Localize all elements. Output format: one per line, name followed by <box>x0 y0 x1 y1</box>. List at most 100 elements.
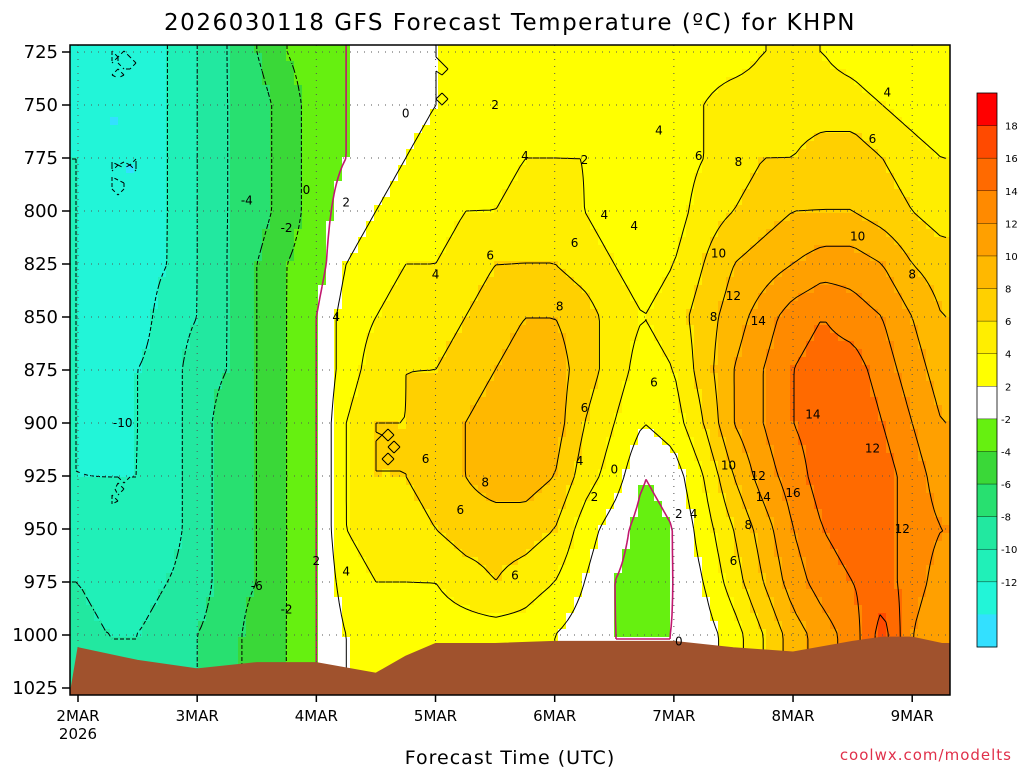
field-cell <box>158 53 167 62</box>
field-cell <box>510 213 519 222</box>
field-cell <box>822 93 831 102</box>
field-cell <box>174 253 183 262</box>
field-cell <box>598 397 607 406</box>
field-cell <box>566 341 575 350</box>
field-cell <box>366 341 375 350</box>
field-cell <box>838 317 847 326</box>
field-cell <box>878 317 887 326</box>
field-cell <box>206 85 215 94</box>
field-cell <box>902 165 911 174</box>
field-cell <box>694 53 703 62</box>
field-cell <box>438 285 447 294</box>
field-cell <box>870 341 879 350</box>
field-cell <box>462 381 471 390</box>
field-cell <box>430 93 439 102</box>
field-cell <box>310 349 319 358</box>
field-cell <box>310 373 319 382</box>
field-cell <box>598 213 607 222</box>
field-cell <box>782 245 791 254</box>
field-cell <box>142 293 151 302</box>
field-cell <box>326 61 335 70</box>
field-cell <box>878 397 887 406</box>
field-cell <box>70 181 79 190</box>
field-cell <box>558 301 567 310</box>
field-cell <box>470 341 479 350</box>
field-cell <box>766 301 775 310</box>
field-cell <box>526 189 535 198</box>
field-cell <box>790 333 799 342</box>
field-cell <box>614 293 623 302</box>
field-cell <box>102 53 111 62</box>
field-cell <box>414 253 423 262</box>
field-cell <box>486 325 495 334</box>
field-cell <box>398 45 407 54</box>
field-cell <box>150 253 159 262</box>
field-cell <box>134 253 143 262</box>
field-cell <box>814 341 823 350</box>
field-cell <box>902 85 911 94</box>
field-cell <box>918 253 927 262</box>
field-cell <box>758 109 767 118</box>
field-cell <box>678 373 687 382</box>
field-cell <box>470 373 479 382</box>
field-cell <box>470 165 479 174</box>
field-cell <box>918 109 927 118</box>
field-cell <box>742 165 751 174</box>
field-cell <box>174 77 183 86</box>
field-cell <box>710 285 719 294</box>
field-cell <box>174 293 183 302</box>
field-cell <box>566 221 575 230</box>
field-cell <box>390 213 399 222</box>
field-cell <box>654 285 663 294</box>
field-cell <box>534 77 543 86</box>
field-cell <box>622 61 631 70</box>
field-cell <box>910 333 919 342</box>
field-cell <box>526 165 535 174</box>
field-cell <box>206 117 215 126</box>
field-cell <box>366 237 375 246</box>
field-cell <box>654 301 663 310</box>
field-cell <box>718 133 727 142</box>
field-cell <box>422 309 431 318</box>
field-cell <box>294 181 303 190</box>
field-cell <box>414 45 423 54</box>
field-cell <box>222 101 231 110</box>
field-cell <box>446 101 455 110</box>
field-cell <box>614 333 623 342</box>
field-cell <box>566 133 575 142</box>
field-cell <box>926 365 935 374</box>
field-cell <box>574 173 583 182</box>
field-cell <box>486 381 495 390</box>
field-cell <box>182 293 191 302</box>
field-cell <box>182 181 191 190</box>
field-cell <box>710 85 719 94</box>
field-cell <box>326 117 335 126</box>
field-cell <box>678 325 687 334</box>
field-cell <box>790 269 799 278</box>
field-cell <box>830 389 839 398</box>
field-cell <box>878 85 887 94</box>
field-cell <box>638 277 647 286</box>
field-cell <box>806 53 815 62</box>
field-cell <box>302 389 311 398</box>
field-cell <box>78 373 87 382</box>
field-cell <box>430 53 439 62</box>
field-cell <box>382 237 391 246</box>
field-cell <box>310 341 319 350</box>
field-cell <box>366 77 375 86</box>
field-cell <box>118 85 127 94</box>
field-cell <box>222 173 231 182</box>
field-cell <box>438 61 447 70</box>
field-cell <box>774 365 783 374</box>
field-cell <box>734 221 743 230</box>
field-cell <box>598 277 607 286</box>
field-cell <box>150 389 159 398</box>
field-cell <box>638 181 647 190</box>
field-cell <box>326 149 335 158</box>
field-cell <box>102 381 111 390</box>
field-cell <box>254 133 263 142</box>
field-cell <box>694 101 703 110</box>
field-cell <box>422 237 431 246</box>
field-cell <box>638 325 647 334</box>
field-cell <box>478 45 487 54</box>
